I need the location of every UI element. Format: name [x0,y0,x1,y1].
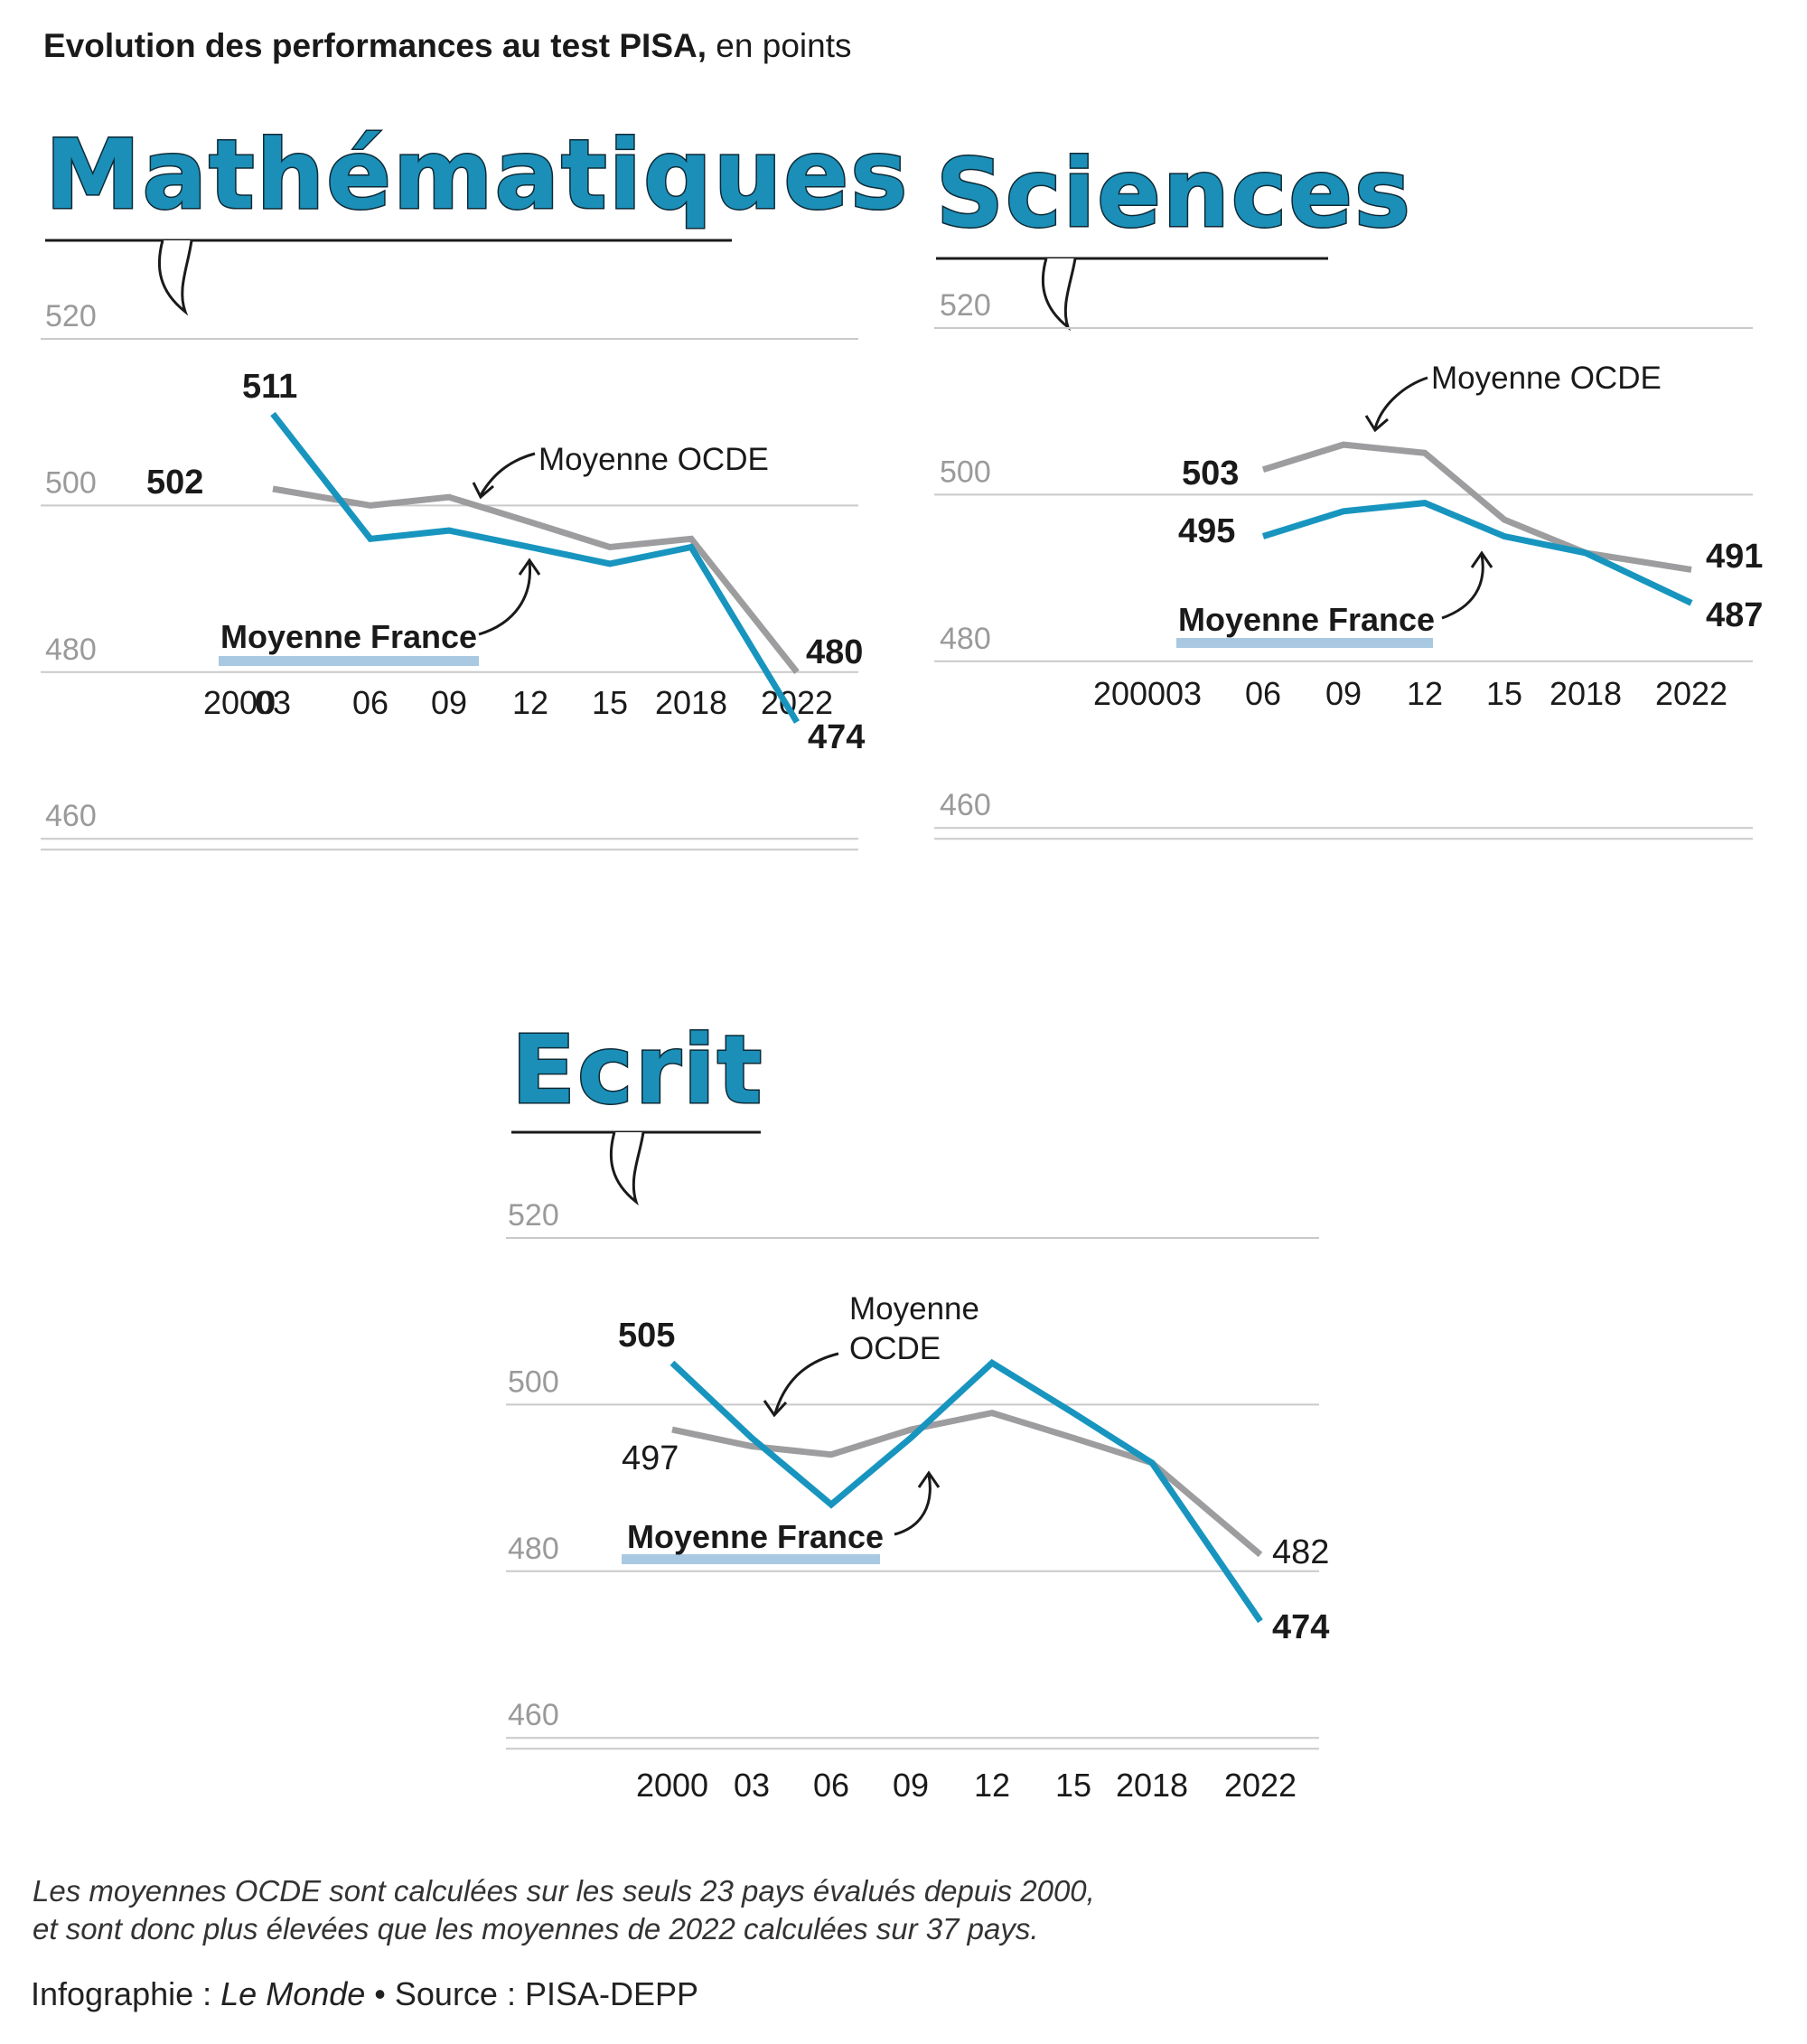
maths-title: Mathématiques [45,119,909,230]
x-tick-label: 2022 [1224,1767,1297,1804]
france-arrow [894,1474,932,1536]
y-tick-label: 520 [940,288,991,323]
france-arrowhead [518,558,541,576]
ocde-label-line1: Moyenne [849,1291,979,1327]
france-label: Moyenne France [220,618,477,655]
y-tick-label: 460 [45,799,97,833]
ocde-start-value: 497 [622,1439,679,1477]
y-tick-label: 500 [940,455,991,489]
france-series-line [669,1358,1263,1624]
x-tick-label: 2000 [203,684,276,721]
ocde-arrow [773,1352,839,1414]
france-arrow [1441,554,1484,620]
ocde-label: Moyenne OCDE [1431,361,1662,396]
france-end-value: 474 [808,718,865,756]
ocde-arrow [1373,376,1428,429]
x-tick-label: 2000 [1093,675,1166,712]
ocde-series-line [272,485,800,674]
france-label-bar [219,656,479,666]
x-tick-label: 09 [893,1767,929,1804]
x-tick-label: 09 [431,684,467,721]
footer-credit: Infographie : Le Monde • Source : PISA-D… [31,1975,698,2013]
y-tick-label: 460 [508,1698,559,1732]
x-tick-label: 2018 [1550,675,1622,712]
ocde-arrowhead [1364,415,1389,433]
x-tick-label: 15 [592,684,628,721]
ocde-arrowhead [472,482,494,500]
x-tick-label: 15 [1055,1767,1091,1804]
france-label-bar [622,1554,880,1564]
x-tick-label: 03 [734,1767,770,1804]
x-tick-label: 2022 [761,684,833,721]
france-label-bar [1176,638,1433,648]
footer-note: Les moyennes OCDE sont calculées sur les… [33,1872,1095,1948]
x-tick-label: 12 [512,684,548,721]
y-tick-label: 520 [45,299,97,333]
footer-note-line2: et sont donc plus élevées que les moyenn… [33,1912,1039,1946]
y-tick-label: 500 [508,1364,559,1399]
header-title-unit: en points [707,27,852,64]
credit-source: Le Monde [220,1975,366,2012]
credit-suffix: • Source : PISA-DEPP [365,1975,699,2012]
x-tick-label: 09 [1325,675,1362,712]
header-title-bold: Evolution des performances au test PISA, [43,27,707,64]
sciences-speech-tail [1041,258,1077,332]
sciences-panel: Sciences 520 500 480 460 2000 03 06 09 12 15 2018… [894,90,1798,935]
sciences-title: Sciences [936,138,1412,248]
ocde-end-value: 482 [1272,1533,1329,1571]
france-label: Moyenne France [627,1518,884,1555]
ecrit-panel: Ecrit 520 500 480 460 2000 03 06 09 12 15 2018 202… [452,985,1355,1830]
france-start-value: 505 [618,1317,675,1355]
footer-note-line1: Les moyennes OCDE sont calculées sur les… [33,1874,1095,1908]
ocde-start-value: 502 [146,464,203,502]
maths-speech-tail [157,239,193,316]
france-arrowhead [1470,550,1493,568]
ecrit-speech-tail [609,1131,645,1206]
x-tick-label: 2018 [655,684,727,721]
france-series-line [1261,500,1693,606]
maths-panel: Mathématiques 520 500 480 460 2000 03 06 09 12 1… [0,90,909,935]
x-tick-label: 03 [1166,675,1202,712]
ocde-series-line [1261,441,1692,573]
ocde-end-value: 480 [806,633,863,671]
x-tick-label: 2000 [636,1767,708,1804]
ecrit-title: Ecrit [511,1015,763,1125]
france-end-value: 487 [1706,596,1763,634]
y-tick-label: 460 [940,788,991,822]
x-tick-label: 12 [974,1767,1010,1804]
france-arrowhead [917,1470,941,1488]
sciences-chart: Sciences 520 500 480 460 2000 03 06 09 12 15 2018… [934,137,1763,840]
x-tick-label: 12 [1407,675,1443,712]
x-tick-label: 15 [1486,675,1522,712]
x-tick-label: 06 [1245,675,1281,712]
france-end-value: 474 [1272,1608,1329,1646]
chart-header: Evolution des performances au test PISA,… [43,27,851,65]
y-tick-label: 480 [940,622,991,656]
france-start-value: 511 [242,368,297,406]
ocde-label: Moyenne OCDE [538,442,769,477]
x-tick-label: 06 [813,1767,849,1804]
france-series-line [270,411,800,724]
ocde-arrow [479,452,536,496]
france-start-value: 495 [1178,512,1235,550]
france-arrow [478,561,531,636]
france-label: Moyenne France [1178,601,1435,638]
ocde-end-value: 491 [1706,538,1763,576]
y-tick-label: 520 [508,1198,559,1233]
y-tick-label: 500 [45,465,97,500]
ocde-label-line2: OCDE [849,1331,941,1366]
x-tick-label: 2022 [1655,675,1727,712]
y-tick-label: 480 [508,1532,559,1566]
credit-prefix: Infographie : [31,1975,221,2012]
ecrit-chart: Ecrit 520 500 480 460 2000 03 06 09 12 15 2018 202… [506,1014,1329,1804]
y-tick-label: 480 [45,633,97,667]
x-tick-label: 03 [255,684,291,721]
ocde-arrowhead [763,1400,788,1418]
ocde-start-value: 503 [1182,455,1239,492]
x-tick-label: 2018 [1116,1767,1188,1804]
x-tick-label: 06 [352,684,389,721]
